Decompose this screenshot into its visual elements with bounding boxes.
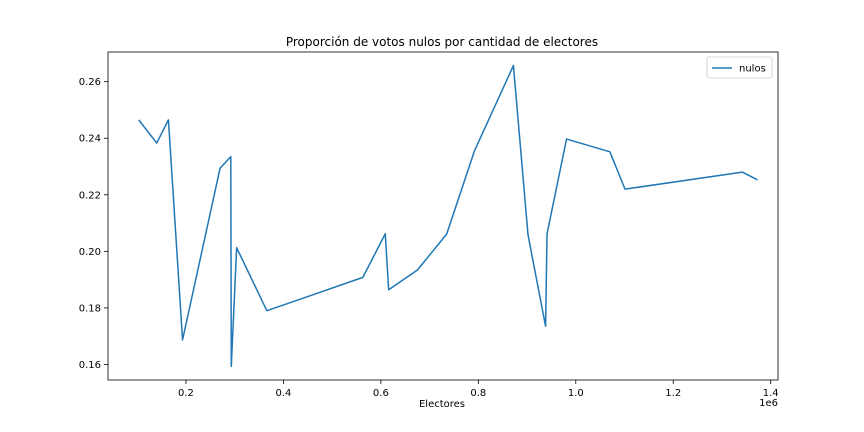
series-line-nulos <box>138 64 758 368</box>
legend: nulos <box>706 56 773 79</box>
y-tick-label: 0.20 <box>79 247 101 258</box>
y-tick-label: 0.18 <box>79 303 101 314</box>
x-tick-label: 1.0 <box>568 388 584 399</box>
x-tick-label: 0.2 <box>178 388 194 399</box>
axes: 0.2 0.4 0.6 0.8 1.0 1.2 1.4 0.16 0.18 0.20 0.22 0.2… <box>79 51 779 399</box>
chart-title: Proporción de votos nulos por cantidad d… <box>286 35 598 49</box>
legend-box <box>706 56 773 79</box>
y-tick-label: 0.22 <box>79 190 101 201</box>
axes-frame <box>107 51 779 381</box>
x-tick-label: 1.4 <box>763 388 779 399</box>
legend-label-nulos: nulos <box>739 64 766 75</box>
x-tick-label: 0.6 <box>373 388 389 399</box>
x-tick-label: 0.4 <box>275 388 291 399</box>
y-tick-label: 0.16 <box>79 360 101 371</box>
y-tick-label: 0.24 <box>79 134 101 145</box>
x-tick-label: 0.8 <box>470 388 486 399</box>
plot-area <box>138 64 758 368</box>
x-tick-label: 1.2 <box>665 388 681 399</box>
y-tick-label: 0.26 <box>79 77 101 88</box>
x-axis-label: Electores <box>419 399 465 410</box>
x-axis-offset-label: 1e6 <box>759 398 778 409</box>
